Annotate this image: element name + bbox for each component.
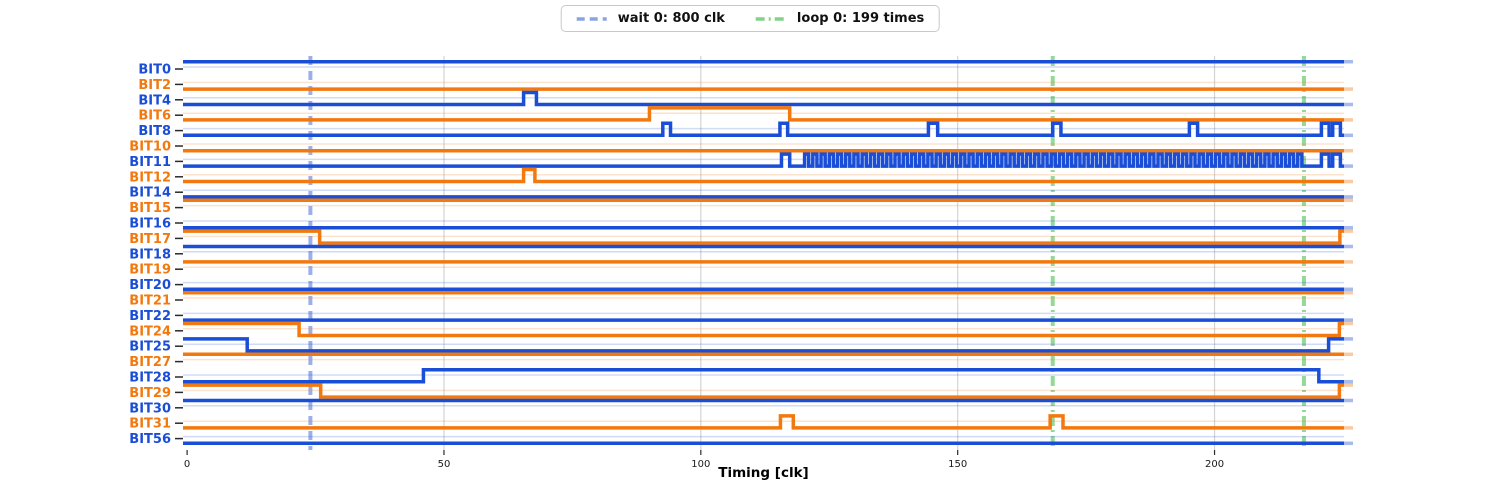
legend-item-loop: loop 0: 199 times — [755, 11, 924, 26]
ytick-label-BIT11: BIT11 — [129, 155, 171, 170]
ytick-label-BIT18: BIT18 — [129, 247, 171, 262]
xtick-label-0: 0 — [184, 459, 190, 470]
signal-wave-BIT4 — [183, 90, 1344, 107]
signal-wave-BIT6 — [183, 106, 1344, 122]
signal-wave-BIT11 — [183, 152, 1344, 168]
signal-wave-BIT28 — [183, 367, 1344, 384]
legend-label-loop: loop 0: 199 times — [796, 11, 925, 26]
xtick-label-50: 50 — [438, 459, 451, 470]
ytick-label-BIT30: BIT30 — [129, 401, 171, 416]
ytick-label-BIT0: BIT0 — [138, 63, 171, 78]
ytick-label-BIT8: BIT8 — [138, 124, 171, 139]
ytick-label-BIT24: BIT24 — [129, 324, 171, 339]
ytick-label-BIT16: BIT16 — [129, 217, 171, 232]
loop-line-icon — [755, 16, 786, 21]
signal-wave-BIT17 — [183, 229, 1344, 245]
legend: wait 0: 800 clk loop 0: 199 times — [560, 5, 940, 32]
ytick-label-BIT21: BIT21 — [129, 294, 171, 309]
ytick-label-BIT6: BIT6 — [138, 109, 171, 124]
ytick-label-BIT4: BIT4 — [138, 93, 171, 108]
ytick-label-BIT56: BIT56 — [129, 432, 171, 447]
legend-label-wait: wait 0: 800 clk — [617, 11, 725, 26]
ytick-label-BIT27: BIT27 — [129, 355, 171, 370]
xtick-label-150: 150 — [948, 459, 967, 470]
x-axis-label: Timing [clk] — [718, 465, 809, 481]
ytick-label-BIT22: BIT22 — [129, 309, 171, 324]
xtick-label-200: 200 — [1205, 459, 1224, 470]
xtick-label-100: 100 — [691, 459, 710, 470]
ytick-label-BIT17: BIT17 — [129, 232, 171, 247]
ytick-label-BIT14: BIT14 — [129, 186, 171, 201]
ytick-label-BIT28: BIT28 — [129, 371, 171, 386]
ytick-label-BIT25: BIT25 — [129, 340, 171, 355]
signal-wave-BIT31 — [183, 414, 1344, 430]
ytick-label-BIT2: BIT2 — [138, 78, 171, 93]
ytick-label-BIT10: BIT10 — [129, 140, 171, 155]
legend-item-wait: wait 0: 800 clk — [576, 11, 725, 26]
ytick-label-BIT20: BIT20 — [129, 278, 171, 293]
signal-wave-BIT25 — [183, 337, 1344, 353]
ytick-label-BIT15: BIT15 — [129, 201, 171, 216]
wait-line-icon — [576, 16, 607, 21]
ytick-label-BIT29: BIT29 — [129, 386, 171, 401]
ytick-label-BIT31: BIT31 — [129, 417, 171, 432]
signal-wave-BIT24 — [183, 321, 1344, 338]
signal-wave-BIT8 — [183, 121, 1344, 138]
signal-wave-BIT12 — [183, 167, 1344, 184]
ytick-label-BIT19: BIT19 — [129, 263, 171, 278]
signal-wave-BIT29 — [183, 383, 1344, 399]
ytick-label-BIT12: BIT12 — [129, 170, 171, 185]
